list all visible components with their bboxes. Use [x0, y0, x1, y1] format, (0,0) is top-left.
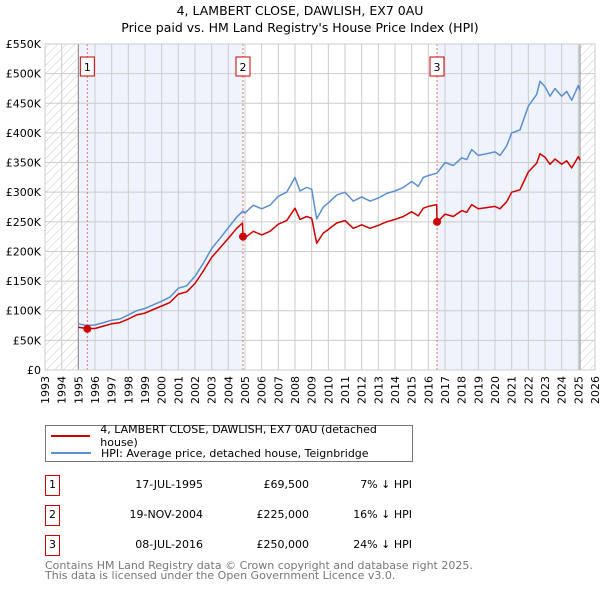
x-tick-label: 2018 [456, 376, 469, 404]
x-tick-label: 2025 [572, 376, 585, 404]
x-tick-label: 2010 [322, 376, 335, 404]
sale-label-box: 2 [235, 56, 251, 77]
x-tick-label: 2019 [472, 376, 485, 404]
y-tick-label: £0 [27, 364, 41, 377]
x-tick-label: 2024 [556, 376, 569, 404]
legend: 4, LAMBERT CLOSE, DAWLISH, EX7 0AU (deta… [45, 423, 413, 462]
x-tick-label: 2007 [272, 376, 285, 404]
sale-label-number: 2 [240, 61, 247, 74]
x-tick-label: 2023 [539, 376, 552, 404]
legend-item-price-paid: 4, LAMBERT CLOSE, DAWLISH, EX7 0AU (deta… [51, 423, 412, 449]
sale-hpi-diff: 24% ↓ HPI [353, 538, 412, 551]
sale-date: 17-JUL-1995 [135, 478, 203, 491]
x-tick-label: 2008 [289, 376, 302, 404]
y-tick-label: £100K [6, 305, 42, 318]
sale-price: £250,000 [256, 538, 310, 551]
x-tick-label: 2004 [222, 376, 235, 404]
chart-title-address: 4, LAMBERT CLOSE, DAWLISH, EX7 0AU [176, 3, 424, 18]
y-tick-label: £550K [6, 38, 42, 51]
x-tick-label: 2012 [356, 376, 369, 404]
x-tick-label: 2013 [372, 376, 385, 404]
sale-date: 08-JUL-2016 [135, 538, 203, 551]
x-tick-label: 2014 [389, 376, 402, 404]
footer-copyright: Contains HM Land Registry data © Crown c… [45, 559, 473, 572]
footer-licence: This data is licensed under the Open Gov… [45, 569, 396, 582]
sale-label-box: 3 [429, 56, 445, 77]
price-paid-series-line [78, 152, 581, 330]
sale-row: 1 17-JUL-1995 £69,500 7% ↓ HPI [45, 475, 465, 496]
legend-red-line [51, 435, 91, 437]
x-tick-label: 1997 [106, 376, 119, 404]
x-tick-label: 1993 [39, 376, 52, 404]
plot-border [44, 43, 596, 371]
y-tick-label: £150K [6, 275, 42, 288]
x-tick-label: 2016 [422, 376, 435, 404]
x-tick-label: 2006 [256, 376, 269, 404]
sale-number-box: 3 [45, 535, 60, 556]
y-tick-label: £450K [6, 97, 42, 110]
sale-point [83, 324, 92, 333]
sale-price: £225,000 [256, 508, 310, 521]
sale-point [433, 217, 441, 226]
sale-hpi-diff: 16% ↓ HPI [353, 508, 412, 521]
x-tick-label: 1994 [56, 376, 69, 404]
y-tick-label: £200K [6, 245, 42, 258]
sale-label-border [429, 56, 445, 77]
hatched-region [580, 44, 595, 370]
x-tick-label: 1995 [72, 376, 85, 404]
x-tick-label: 1998 [122, 376, 135, 404]
y-tick-label: £500K [6, 68, 42, 81]
sale-point [239, 232, 247, 241]
sale-row: 2 19-NOV-2004 £225,000 16% ↓ HPI [45, 505, 465, 526]
y-tick-label: £400K [6, 127, 42, 140]
legend-label: HPI: Average price, detached house, Teig… [101, 446, 369, 460]
x-tick-label: 2001 [172, 376, 185, 404]
y-tick-label: £300K [6, 186, 42, 199]
x-tick-label: 2003 [206, 376, 219, 404]
x-tick-label: 2015 [406, 376, 419, 404]
y-tick-label: £350K [6, 157, 42, 170]
sale-number-box: 2 [45, 505, 60, 526]
sale-date: 19-NOV-2004 [129, 508, 203, 521]
sale-label-border [79, 56, 95, 77]
x-tick-label: 2011 [339, 376, 352, 404]
sale-label-number: 3 [434, 61, 441, 74]
chart-subtitle: Price paid vs. HM Land Registry's House … [121, 20, 479, 35]
legend-blue-line [51, 452, 91, 454]
legend-item-hpi: HPI: Average price, detached house, Teig… [51, 445, 369, 461]
x-tick-label: 2026 [589, 376, 600, 404]
sale-price: £69,500 [263, 478, 310, 491]
x-tick-label: 2022 [522, 376, 535, 404]
legend-label: 4, LAMBERT CLOSE, DAWLISH, EX7 0AU (deta… [100, 423, 377, 449]
sale-row: 3 08-JUL-2016 £250,000 24% ↓ HPI [45, 535, 465, 556]
x-tick-label: 1996 [89, 376, 102, 404]
x-tick-label: 1999 [139, 376, 152, 404]
y-tick-label: £250K [6, 216, 42, 229]
x-tick-label: 2009 [306, 376, 319, 404]
x-tick-label: 2020 [489, 376, 502, 404]
hpi-series-line [78, 80, 581, 327]
sale-label-box: 1 [79, 56, 95, 77]
x-tick-label: 2002 [189, 376, 202, 404]
x-tick-label: 2021 [506, 376, 519, 404]
x-tick-label: 2000 [156, 376, 169, 404]
shaded-region [437, 44, 580, 370]
sale-number-box: 1 [45, 475, 60, 496]
x-tick-label: 2005 [239, 376, 252, 404]
sale-label-border [235, 56, 251, 77]
x-tick-label: 2017 [439, 376, 452, 404]
shaded-region [78, 44, 243, 370]
y-tick-label: £50K [13, 334, 42, 347]
price-chart: 1993 1994 1995 1996 1997 1998 1999 2000 2001 2002… [6, 38, 600, 404]
sale-hpi-diff: 7% ↓ HPI [360, 478, 412, 491]
sale-label-number: 1 [84, 61, 91, 74]
